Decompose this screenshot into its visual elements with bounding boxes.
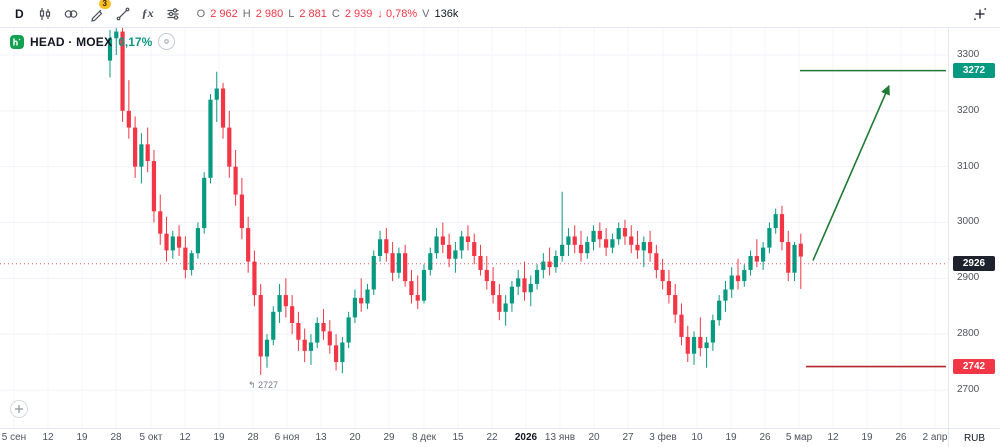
legend-more-icon[interactable] — [158, 33, 176, 50]
price-tick: 3100 — [957, 160, 980, 172]
time-tick: 10 — [691, 432, 703, 443]
time-tick: 5 сен — [1, 432, 27, 443]
time-tick: 6 ноя — [274, 432, 300, 443]
time-tick: 13 — [315, 432, 327, 443]
drawing-tools-button[interactable]: 3 — [85, 0, 111, 25]
high-value: 2 980 — [255, 7, 284, 20]
currency-label: RUB — [948, 429, 1000, 447]
time-tick: 12 — [42, 432, 54, 443]
open-value: 2 962 — [210, 7, 238, 20]
time-tick: 12 — [179, 432, 191, 443]
quick-action-button[interactable] — [10, 400, 28, 418]
time-tick: 5 окт — [139, 432, 163, 443]
price-label-badge: 2926 — [953, 256, 995, 272]
price-tick: 2800 — [957, 328, 980, 340]
symbol-title: HEAD · MOEX — [30, 34, 113, 49]
time-tick: 3 фев — [649, 432, 677, 443]
time-tick: 28 — [247, 432, 259, 443]
time-tick: 13 янв — [544, 432, 576, 443]
instrument-logo — [10, 34, 24, 49]
candles — [107, 28, 803, 375]
drawings[interactable]: ↰ 2727 — [0, 69, 948, 390]
time-tick: 20 — [349, 432, 361, 443]
candlestick-chart[interactable]: ↰ 2727 — [0, 28, 948, 428]
time-tick: 19 — [725, 432, 737, 443]
price-label-badge: 3272 — [953, 63, 995, 79]
volume-value: 136k — [434, 7, 459, 20]
time-tick: 2026 — [514, 432, 538, 443]
price-axis[interactable]: 3300 3200 3100 3000 2900 2800 2700 3272 2926 2742 — [948, 28, 1000, 428]
time-tick: 5 мар — [785, 432, 813, 443]
time-tick: 12 — [827, 432, 839, 443]
price-tick: 3300 — [957, 49, 980, 60]
trend-arrow — [812, 84, 890, 261]
symbol-legend[interactable]: HEAD · MOEX 0,17% — [10, 33, 176, 50]
high-label: H — [242, 7, 251, 20]
symbol-change: 0,17% — [118, 34, 153, 49]
price-tick: 2900 — [957, 272, 980, 284]
interval-button[interactable]: D — [8, 5, 31, 23]
add-widget-icon[interactable] — [968, 3, 992, 25]
time-tick: 15 — [452, 432, 464, 443]
time-tick: 29 — [383, 432, 395, 443]
price-tick: 2700 — [957, 383, 980, 395]
price-tick: 3000 — [957, 216, 980, 228]
time-tick: 26 — [895, 432, 907, 443]
time-axis[interactable]: RUB 5 сен 12 19 28 5 окт 12 19 28 6 ноя 13 20 29 8 д… — [0, 428, 1000, 447]
compare-icon[interactable] — [59, 3, 83, 25]
price-label-badge: 2742 — [953, 359, 995, 375]
indicators-button[interactable]: ƒx — [137, 4, 159, 23]
time-tick: 19 — [213, 432, 225, 443]
time-tick: 27 — [622, 432, 634, 443]
low-price-marker: ↰ 2727 — [248, 380, 278, 390]
chart-style-icon[interactable] — [33, 3, 57, 25]
time-tick: 19 — [861, 432, 873, 443]
close-label: C — [331, 7, 340, 20]
close-value: 2 939 — [344, 7, 373, 20]
trendline-tool-icon[interactable] — [111, 3, 135, 25]
chart-toolbar: D 3 ƒx — [0, 0, 1000, 28]
time-tick: 19 — [76, 432, 88, 443]
time-tick: 8 дек — [411, 432, 437, 443]
low-label: L — [288, 7, 295, 20]
price-tick: 3200 — [957, 104, 980, 116]
grid — [0, 28, 948, 428]
volume-label: V — [422, 7, 430, 20]
chart-settings-icon[interactable] — [161, 3, 185, 25]
change-value: ↓ 0,78% — [377, 7, 418, 20]
time-tick: 28 — [110, 432, 122, 443]
time-tick: 22 — [486, 432, 498, 443]
time-tick: 26 — [759, 432, 771, 443]
ohlc-readout: O 2 962 H 2 980 L 2 881 C 2 939 ↓ 0,78% … — [197, 8, 459, 20]
low-value: 2 881 — [299, 7, 327, 20]
chart-pane: ↰ 2727 HEAD · MOEX 0,17% 3300 3200 3100 300… — [0, 28, 1000, 428]
open-label: O — [196, 7, 206, 20]
drawings-count-badge: 3 — [98, 0, 111, 9]
time-tick: 2 апр — [922, 432, 948, 443]
time-tick: 20 — [588, 432, 600, 443]
